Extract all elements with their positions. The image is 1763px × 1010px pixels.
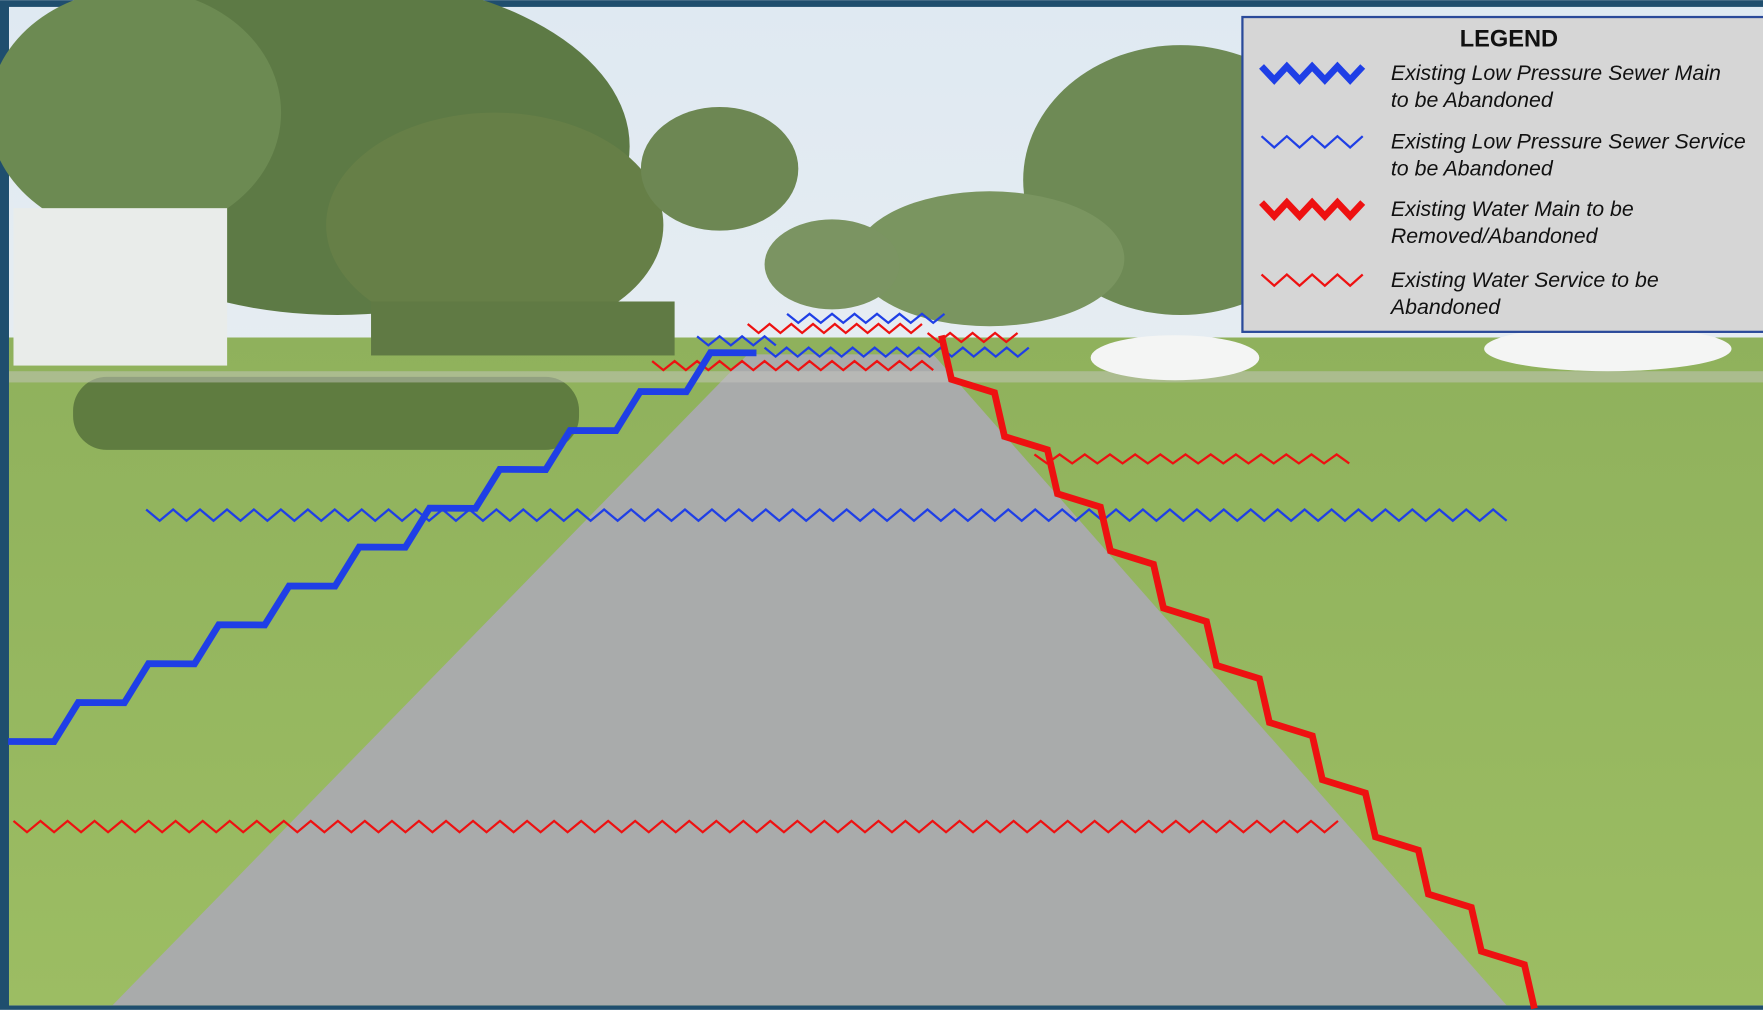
road — [112, 354, 1507, 1006]
legend-label: to be Abandoned — [1391, 157, 1554, 181]
legend-swatch — [1260, 273, 1364, 288]
legend-label: Existing Water Main to be — [1391, 197, 1634, 221]
legend-label: Removed/Abandoned — [1391, 224, 1599, 248]
sewer-service — [763, 346, 1030, 359]
sewer-main — [8, 349, 757, 746]
legend-swatch — [1259, 61, 1366, 85]
legend-swatch — [1260, 134, 1364, 149]
legend-label: Existing Low Pressure Sewer Service — [1391, 130, 1746, 154]
legend-label: Existing Low Pressure Sewer Main — [1391, 61, 1721, 85]
legend-swatch — [1259, 197, 1366, 221]
truck — [1484, 326, 1732, 372]
legend-title: LEGEND — [1460, 26, 1558, 52]
water-main — [938, 334, 1538, 1010]
legend-label: Existing Water Service to be — [1391, 268, 1659, 292]
legend: Existing Low Pressure Sewer Main to be Ab… — [1259, 61, 1746, 319]
utility-lines — [8, 312, 1538, 1010]
sewer-service — [696, 334, 777, 347]
water-service — [12, 819, 1339, 834]
house — [13, 208, 228, 366]
car — [1090, 335, 1260, 381]
legend-box — [1241, 15, 1763, 333]
water-service — [746, 322, 923, 335]
sewer-service — [145, 508, 1508, 523]
water-service — [1033, 453, 1350, 465]
sewer-service — [786, 312, 946, 325]
legend-label: to be Abandoned — [1391, 88, 1554, 112]
cross-street — [8, 371, 1763, 383]
hedge — [371, 301, 675, 356]
water-service — [651, 359, 934, 372]
legend-label: Abandoned — [1389, 295, 1501, 319]
hedge — [73, 376, 580, 450]
